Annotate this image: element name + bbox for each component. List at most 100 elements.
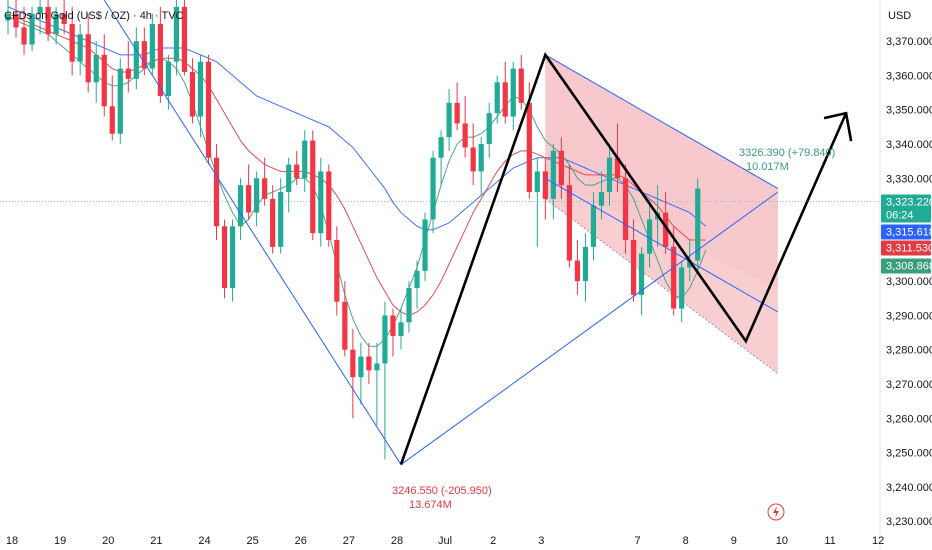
candle [422, 212, 428, 282]
candle-body [69, 24, 75, 62]
candle [582, 233, 589, 302]
candle [286, 157, 292, 213]
candle-body [37, 6, 43, 14]
candle [350, 329, 356, 419]
candle [542, 157, 548, 220]
candle-body [141, 41, 147, 69]
lightning-icon[interactable] [767, 503, 785, 521]
y-tick-label: 3,360.000 [886, 70, 932, 82]
candle [382, 301, 388, 460]
price-tag[interactable]: 3,308.868 [881, 258, 932, 274]
candle-body [663, 212, 669, 247]
candle [398, 308, 404, 350]
candle [61, 0, 67, 35]
x-tick-label: 12 [872, 535, 884, 547]
price-tag[interactable]: 3,315.618 [881, 224, 932, 240]
drawings-layer[interactable] [103, 0, 853, 466]
candle [510, 61, 516, 131]
candle-body [422, 219, 428, 271]
candle-body [590, 205, 597, 247]
candle [21, 6, 27, 55]
candle [647, 198, 653, 268]
channel-lower-line[interactable] [545, 177, 779, 313]
candle-body [165, 61, 171, 96]
candle-body [446, 102, 452, 138]
trend-line-ascending[interactable] [400, 191, 779, 465]
candles-layer [5, 0, 701, 460]
candle [221, 219, 228, 299]
x-tick-label: 25 [246, 535, 258, 547]
candle [518, 54, 524, 110]
y-tick-label: 3,270.000 [886, 379, 932, 391]
moving-average-line-1 [7, 13, 706, 316]
candle [598, 171, 605, 220]
arrow-head[interactable] [823, 111, 853, 142]
y-tick-label: 3,330.000 [886, 173, 932, 185]
candle-body [534, 171, 540, 192]
price-tag-value: 3,323.220 [886, 197, 932, 209]
candle [550, 144, 556, 220]
y-tick-label: 3,250.000 [886, 448, 932, 460]
candle [358, 342, 364, 405]
candle [262, 157, 268, 206]
candle [390, 308, 396, 357]
candle-body [149, 24, 155, 69]
candle [237, 178, 244, 240]
candle-body [318, 171, 324, 234]
y-tick-label: 3,240.000 [886, 482, 932, 494]
price-tag[interactable]: 3,311.530 [881, 240, 932, 256]
candle [494, 75, 500, 124]
candle-body [229, 226, 236, 288]
candle-body [254, 178, 260, 213]
zigzag-projection[interactable] [399, 52, 848, 466]
currency-label[interactable]: USD [888, 10, 911, 22]
candle-body [101, 54, 107, 107]
candle-body [614, 157, 621, 179]
price-tag-value: 3,315.618 [886, 227, 932, 239]
candle [13, 0, 19, 38]
candle [85, 13, 91, 93]
channel-lower-dashed [545, 198, 779, 375]
candle [622, 164, 629, 254]
candle [205, 54, 212, 165]
candle [197, 54, 204, 138]
x-tick-label: 21 [150, 535, 162, 547]
candle-body [213, 157, 220, 227]
chart-title: CFDs on Gold (US$ / OZ) · 4h · TVC [4, 10, 184, 22]
candle-body [494, 82, 500, 114]
candle [438, 130, 444, 186]
candle-body [638, 253, 645, 295]
candle [462, 96, 468, 158]
candle-body [246, 185, 252, 213]
candle [294, 150, 300, 186]
candle-body [566, 185, 572, 261]
candle-body [181, 6, 188, 73]
moving-averages-layer [7, 6, 707, 347]
candle [173, 0, 180, 76]
x-tick-label: 8 [683, 535, 689, 547]
channel-upper-line[interactable] [545, 54, 779, 190]
candle-body [518, 68, 524, 103]
trend-line-descending[interactable] [103, 0, 402, 465]
candle-body [486, 113, 492, 144]
candle-body [85, 34, 91, 83]
candle-body [109, 106, 115, 134]
candle [406, 281, 412, 333]
x-tick-label: 28 [391, 535, 403, 547]
candle-body [157, 24, 163, 96]
candle-body [526, 102, 532, 192]
candle-body [237, 185, 244, 227]
moving-average-line-2 [7, 16, 707, 347]
x-tick-label: 7 [635, 535, 641, 547]
candle-body [93, 54, 99, 83]
candle-body [294, 164, 300, 179]
y-tick-label: 3,230.000 [886, 516, 932, 528]
candle [486, 102, 492, 158]
candle-body [270, 198, 276, 247]
candle [446, 89, 452, 151]
candle-body [61, 13, 67, 24]
candle [671, 226, 677, 316]
candle [29, 6, 35, 52]
